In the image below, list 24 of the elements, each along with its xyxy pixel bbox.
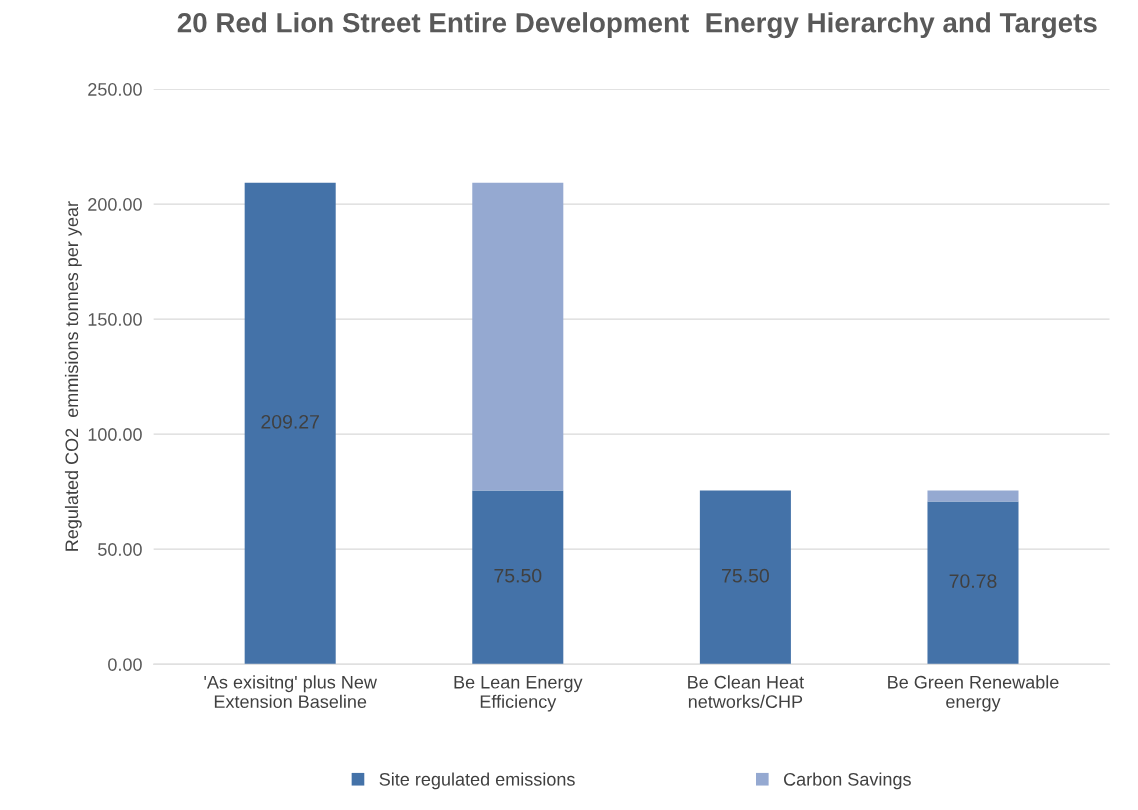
y-tick-label: 100.00 (88, 428, 142, 441)
bar (244, 182, 336, 665)
legend-label: Site regulated emissions (379, 772, 575, 790)
y-tick-label: 200.00 (88, 198, 142, 211)
chart-title: 20 Red Lion Street Entire Development Energy Hierarchy and Targets (177, 12, 1097, 39)
data-label: 75.50 (722, 568, 769, 583)
y-tick-label: 50.00 (98, 543, 142, 556)
data-label: 209.27 (261, 414, 319, 429)
x-tick-label: Be Green Renewable energy (888, 675, 1059, 712)
bar (472, 490, 564, 665)
data-label: 75.50 (494, 568, 542, 583)
y-tick-label: 250.00 (88, 83, 142, 96)
y-tick-label: 0.00 (108, 658, 142, 671)
bar (472, 182, 564, 491)
x-tick-label: Be Lean Energy Efficiency (454, 675, 583, 712)
bar (699, 490, 791, 665)
y-tick-label: 150.00 (88, 313, 142, 326)
x-tick-label: 'As exisitng' plus New Extension Baseline (204, 675, 377, 709)
y-axis-title: Regulated CO2 emmisions tonnes per year (64, 201, 82, 551)
data-label: 70.78 (949, 574, 997, 589)
bar (927, 490, 1019, 502)
bar (927, 501, 1019, 665)
legend-label: Carbon Savings (783, 772, 911, 790)
x-tick-label: Be Clean Heat networks/CHP (688, 675, 804, 709)
